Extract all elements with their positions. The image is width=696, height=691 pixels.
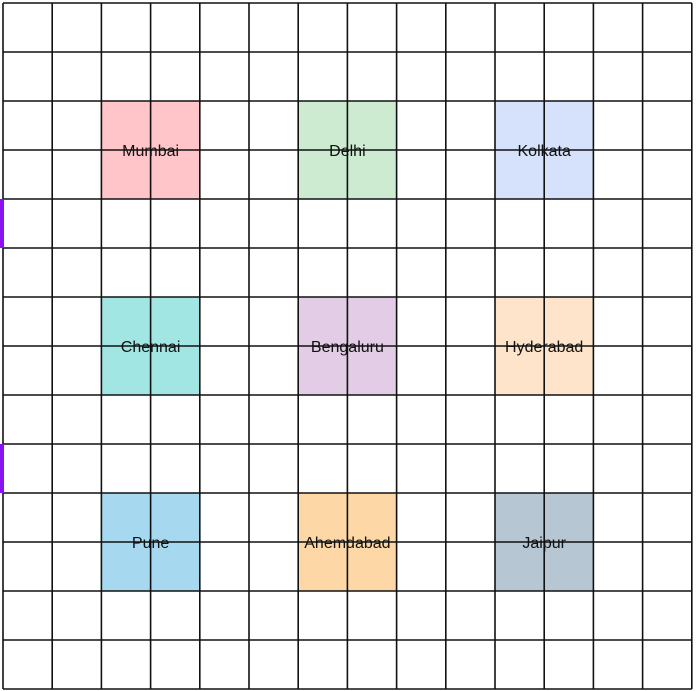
city-label-hyderabad: Hyderabad: [505, 339, 583, 356]
edge-markers: [0, 199, 4, 493]
city-label-ahemdabad: Ahemdabad: [304, 535, 390, 552]
edge-marker: [0, 199, 4, 248]
city-labels: Mumbai Delhi Kolkata Chennai Bengaluru Hydera…: [121, 143, 584, 552]
edge-marker: [0, 444, 4, 493]
city-label-pune: Pune: [132, 535, 169, 552]
city-label-bengaluru: Bengaluru: [311, 339, 384, 356]
city-label-kolkata: Kolkata: [518, 143, 571, 160]
city-label-jaipur: Jaipur: [522, 535, 566, 552]
city-label-delhi: Delhi: [329, 143, 365, 160]
city-label-mumbai: Mumbai: [122, 143, 179, 160]
city-label-chennai: Chennai: [121, 339, 181, 356]
